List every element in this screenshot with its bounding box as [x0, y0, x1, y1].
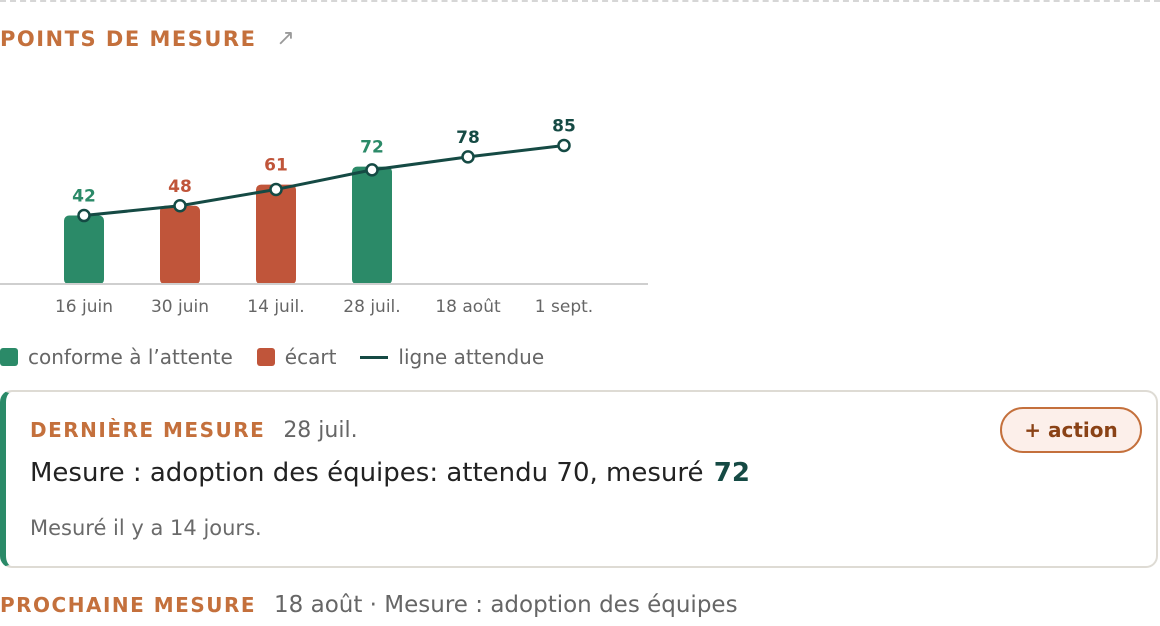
next-measure-text: 18 août · Mesure : adoption des équipes	[274, 592, 738, 618]
last-measure-headline: Mesure : adoption des équipes: attendu 7…	[30, 458, 750, 488]
x-tick-label-3: 28 juil.	[343, 297, 400, 317]
x-tick-label-1: 30 juin	[151, 297, 209, 317]
line-point-0	[77, 208, 91, 223]
section-header: POINTS DE MESURE ↗	[0, 24, 295, 54]
add-action-button[interactable]: + action	[1000, 407, 1142, 453]
legend-label-ligne: ligne attendue	[398, 345, 545, 369]
data-label-4: 78	[456, 128, 480, 148]
bar-1	[160, 205, 200, 285]
top-divider	[0, 0, 1160, 2]
data-label-5: 85	[552, 116, 576, 136]
next-measure-title: PROCHAINE MESURE	[0, 593, 257, 617]
legend-swatch-ligne	[360, 355, 389, 359]
data-label-3: 72	[360, 138, 384, 158]
legend-item-ligne: ligne attendue	[360, 345, 544, 369]
bar-3	[352, 166, 392, 285]
x-tick-label-5: 1 sept.	[535, 297, 593, 317]
expected-line	[83, 143, 565, 218]
legend-item-conforme: conforme à l’attente	[0, 345, 233, 369]
line-point-3	[365, 163, 379, 177]
data-label-2: 61	[264, 156, 288, 176]
legend-label-ecart: écart	[284, 345, 337, 369]
last-measure-header: DERNIÈRE MESURE 28 juil.	[30, 418, 358, 443]
last-measure-text: Mesure : adoption des équipes: attendu 7…	[30, 458, 704, 488]
x-tick-label-2: 14 juil.	[247, 297, 304, 317]
legend-swatch-ecart	[256, 348, 275, 366]
last-measure-title: DERNIÈRE MESURE	[30, 418, 266, 442]
next-measure: PROCHAINE MESURE 18 août · Mesure : adop…	[0, 592, 738, 618]
last-measure-age: Mesuré il y a 14 jours.	[30, 516, 262, 540]
legend-label-conforme: conforme à l’attente	[28, 345, 233, 369]
bar-0	[64, 215, 104, 285]
last-measure-date: 28 juil.	[283, 418, 358, 443]
x-tick-label-0: 16 juin	[55, 297, 113, 317]
line-point-1	[173, 199, 187, 213]
legend-item-ecart: écart	[256, 345, 337, 369]
line-point-4	[461, 150, 475, 164]
bar-2	[256, 184, 296, 285]
data-label-1: 48	[168, 177, 192, 197]
legend-swatch-conforme	[0, 348, 18, 366]
x-tick-label-4: 18 août	[435, 297, 501, 317]
section-title: POINTS DE MESURE	[0, 27, 257, 51]
measure-chart: 42 48 61 72 78 85 16 juin 30 juin 14 juil. 28 ju…	[0, 116, 648, 317]
last-measure-card: DERNIÈRE MESURE 28 juil. Mesure : adopti…	[0, 390, 1158, 568]
data-label-0: 42	[72, 187, 96, 207]
chart-legend: conforme à l’attente écart ligne attendu…	[0, 343, 568, 371]
line-point-5	[557, 138, 571, 153]
last-measure-value: 72	[713, 458, 750, 488]
expand-icon[interactable]: ↗	[276, 26, 295, 51]
line-point-2	[269, 182, 283, 197]
